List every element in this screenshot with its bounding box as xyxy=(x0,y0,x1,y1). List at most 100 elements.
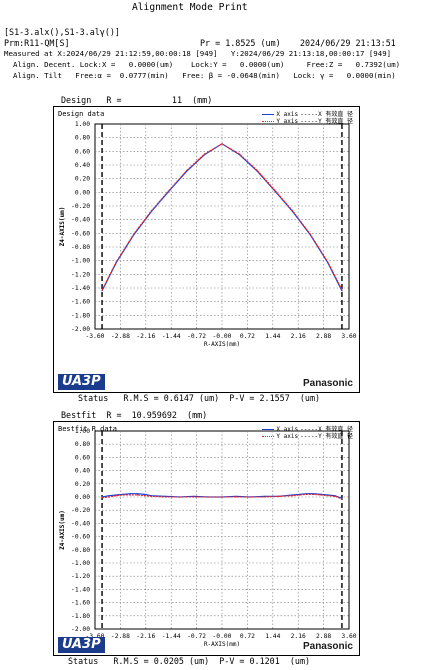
x-tick-label: -0.00 xyxy=(213,633,232,640)
data-point xyxy=(143,495,145,497)
x-tick-label: -1.44 xyxy=(162,633,181,640)
y-tick-label: -0.20 xyxy=(71,507,90,514)
data-point xyxy=(207,496,209,498)
x-tick-label: 2.88 xyxy=(316,633,331,640)
x-tick-label: 0.72 xyxy=(240,333,255,340)
y-tick-label: 0.80 xyxy=(75,441,90,448)
y-tick-label: -0.80 xyxy=(71,244,90,251)
x-tick-label: 2.16 xyxy=(291,633,306,640)
x-axis-label: R-AXIS(mm) xyxy=(204,641,240,648)
data-point xyxy=(193,496,195,498)
data-point xyxy=(164,496,167,498)
data-point xyxy=(320,494,322,496)
data-point xyxy=(101,497,103,499)
bestfit-legend: X axis -----X 有效直 径 Y axis -----Y 有效直 径 xyxy=(262,426,353,440)
y-tick-label: 1.00 xyxy=(75,428,90,435)
bestfit-status: Status R.M.S = 0.0205 (um) P-V = 0.1201 … xyxy=(68,656,311,666)
data-point xyxy=(186,169,188,172)
data-point xyxy=(150,495,153,497)
y-tick-label: 0.00 xyxy=(75,494,90,501)
data-point xyxy=(115,495,117,497)
series-line-y-axis xyxy=(101,143,343,291)
y-tick-label: 0.80 xyxy=(75,135,90,142)
print-timestamp: 2024/06/29 21:13:51 xyxy=(300,38,396,48)
y-axis-swatch xyxy=(262,436,275,437)
x-tick-label: 0.72 xyxy=(240,633,255,640)
y-tick-label: -1.60 xyxy=(71,600,90,607)
data-point xyxy=(150,210,153,212)
bestfit-chart-panel: -3.60 -2.88 -2.16 -1.44 -0.72 -0.00 0.72 1.44 2.… xyxy=(53,421,360,656)
panasonic-logo: Panasonic xyxy=(302,378,353,389)
data-point xyxy=(334,495,336,497)
data-point xyxy=(239,153,241,155)
x-tick-label: -2.16 xyxy=(136,333,155,340)
data-point xyxy=(313,493,315,495)
y-tick-label: -0.60 xyxy=(71,534,90,541)
legend-x-label: X axis xyxy=(276,426,299,433)
data-point xyxy=(129,494,131,496)
bestfit-chart-svg: -3.60 -2.88 -2.16 -1.44 -0.72 -0.00 0.72 1.44 2.… xyxy=(59,428,357,648)
y-tick-label: -1.00 xyxy=(71,560,90,567)
bestfit-radius-caption: Bestfit R = 10.959692 (mm) xyxy=(61,410,208,420)
data-point xyxy=(277,495,280,497)
data-point xyxy=(341,498,343,500)
y-axis-label: Z4-AXIS(um) xyxy=(59,510,66,550)
legend-x-marks: -----X 有效直 径 xyxy=(300,426,353,433)
data-point xyxy=(115,261,117,263)
x-axis-swatch xyxy=(262,429,275,430)
y-tick-label: -1.20 xyxy=(71,573,90,580)
x-tick-label: -0.72 xyxy=(187,633,206,640)
data-point xyxy=(221,143,223,145)
x-axis-swatch xyxy=(262,114,275,115)
legend-x-label: X axis xyxy=(276,111,299,118)
y-tick-label: -0.40 xyxy=(71,520,90,527)
y-tick-label: -0.20 xyxy=(71,203,90,210)
y-tick-label: 1.00 xyxy=(75,121,90,128)
print-title: Alignment Mode Print xyxy=(132,2,248,13)
data-point xyxy=(136,494,138,496)
design-legend: X axis -----X 有效直 径 Y axis -----Y 有效直 径 xyxy=(262,111,353,125)
x-tick-label: -2.88 xyxy=(111,633,130,640)
data-point xyxy=(221,496,223,498)
design-radius-caption: Design R = 11 (mm) xyxy=(61,95,213,105)
bestfit-chart-title: Bestfit R data xyxy=(58,425,118,433)
design-chart-svg: -3.60 -2.88 -2.16 -1.44 -0.72 -0.00 0.72 1.44 2.… xyxy=(59,121,357,348)
data-point xyxy=(203,153,205,155)
y-tick-label: -1.40 xyxy=(71,285,90,292)
design-status: Status R.M.S = 0.6147 (um) P-V = 2.1557 … xyxy=(78,393,321,403)
pr-value: Pr = 1.8525 (um) xyxy=(200,38,281,48)
y-tick-label: 0.40 xyxy=(75,468,90,475)
ua3p-logo: UA3P xyxy=(58,637,105,653)
data-point xyxy=(256,169,258,172)
align-tilt-line: Align. Tilt Free:α = 0.0777(min) Free: β… xyxy=(13,71,396,80)
data-point xyxy=(263,496,265,498)
y-tick-label: -2.00 xyxy=(71,626,90,633)
legend-x-marks: -----X 有效直 径 xyxy=(300,111,353,118)
legend-y-label: Y axis xyxy=(276,118,299,125)
ua3p-logo: UA3P xyxy=(58,374,105,390)
data-point xyxy=(299,494,301,496)
x-tick-label: 3.60 xyxy=(341,633,356,640)
legend-y-marks: -----Y 有效直 径 xyxy=(300,118,353,125)
y-tick-label: 0.60 xyxy=(75,148,90,155)
data-point xyxy=(179,496,181,498)
x-tick-label: 1.44 xyxy=(265,633,280,640)
data-point xyxy=(133,233,135,235)
y-tick-label: -0.80 xyxy=(71,547,90,554)
y-tick-label: -0.40 xyxy=(71,217,90,224)
x-tick-label: -0.72 xyxy=(187,333,206,340)
design-chart-panel: -3.60 -2.88 -2.16 -1.44 -0.72 -0.00 0.72 1.44 2.… xyxy=(53,106,360,393)
y-tick-label: 0.20 xyxy=(75,481,90,488)
legend-y-marks: -----Y 有效直 径 xyxy=(300,433,353,440)
x-tick-label: -3.60 xyxy=(86,633,105,640)
x-tick-label: 2.88 xyxy=(316,333,331,340)
y-axis-swatch xyxy=(262,121,275,122)
data-point xyxy=(341,288,343,290)
x-tick-label: -2.88 xyxy=(111,333,130,340)
y-tick-label: 0.00 xyxy=(75,189,90,196)
y-tick-label: -0.60 xyxy=(71,230,90,237)
data-point xyxy=(341,290,343,292)
y-tick-label: -1.20 xyxy=(71,271,90,278)
x-tick-label: 3.60 xyxy=(341,333,356,340)
x-tick-label: -2.16 xyxy=(136,633,155,640)
